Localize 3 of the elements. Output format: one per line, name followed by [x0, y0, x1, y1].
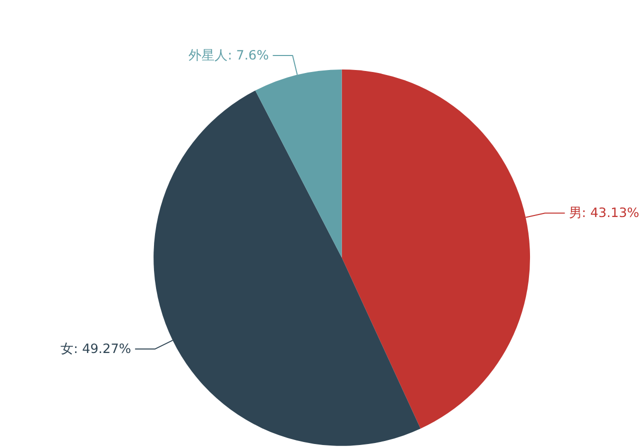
slice-label: 女: 49.27%	[60, 342, 132, 357]
slice-label: 外星人: 7.6%	[188, 48, 269, 64]
slice-label: 男: 43.13%	[568, 206, 640, 222]
